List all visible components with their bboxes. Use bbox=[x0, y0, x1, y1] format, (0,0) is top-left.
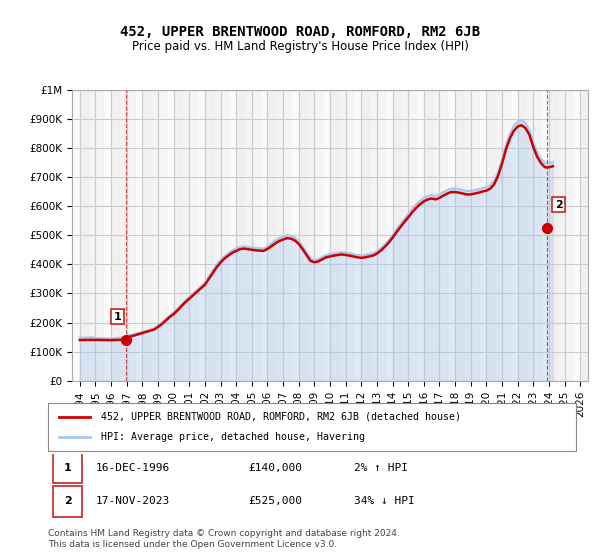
Bar bbox=[127, 90, 142, 381]
Bar bbox=[455, 90, 471, 381]
Text: 2: 2 bbox=[555, 199, 563, 209]
Text: £525,000: £525,000 bbox=[248, 496, 302, 506]
FancyBboxPatch shape bbox=[53, 452, 82, 483]
Bar bbox=[158, 90, 173, 381]
Bar bbox=[330, 90, 338, 381]
Bar bbox=[95, 90, 103, 381]
Text: 2% ↑ HPI: 2% ↑ HPI bbox=[354, 463, 408, 473]
Bar bbox=[502, 90, 510, 381]
Bar bbox=[205, 90, 213, 381]
Bar bbox=[142, 90, 150, 381]
Bar bbox=[111, 90, 119, 381]
Bar bbox=[173, 90, 189, 381]
Bar bbox=[221, 90, 236, 381]
Bar bbox=[549, 90, 565, 381]
Bar bbox=[439, 90, 447, 381]
Bar bbox=[424, 90, 431, 381]
Bar bbox=[314, 90, 322, 381]
FancyBboxPatch shape bbox=[53, 486, 82, 516]
Bar bbox=[346, 90, 353, 381]
Bar bbox=[471, 90, 479, 381]
Bar bbox=[299, 90, 307, 381]
Bar bbox=[205, 90, 221, 381]
Bar bbox=[64, 90, 80, 381]
Text: 2: 2 bbox=[64, 496, 71, 506]
Bar bbox=[299, 90, 314, 381]
Bar bbox=[502, 90, 518, 381]
Bar bbox=[252, 90, 260, 381]
Bar bbox=[377, 90, 385, 381]
Bar bbox=[580, 90, 596, 381]
Bar bbox=[346, 90, 361, 381]
Bar bbox=[549, 90, 557, 381]
Bar bbox=[580, 90, 588, 381]
Bar bbox=[439, 90, 455, 381]
Text: Price paid vs. HM Land Registry's House Price Index (HPI): Price paid vs. HM Land Registry's House … bbox=[131, 40, 469, 53]
Text: £140,000: £140,000 bbox=[248, 463, 302, 473]
Text: 1: 1 bbox=[64, 463, 71, 473]
Bar bbox=[127, 90, 134, 381]
Bar bbox=[221, 90, 229, 381]
Bar bbox=[408, 90, 416, 381]
Bar bbox=[173, 90, 181, 381]
Bar bbox=[95, 90, 111, 381]
Text: 16-DEC-1996: 16-DEC-1996 bbox=[95, 463, 170, 473]
Bar bbox=[142, 90, 158, 381]
Bar bbox=[111, 90, 127, 381]
Bar bbox=[533, 90, 549, 381]
Bar bbox=[158, 90, 166, 381]
Bar bbox=[283, 90, 299, 381]
Bar bbox=[64, 90, 72, 381]
Bar bbox=[471, 90, 487, 381]
Bar bbox=[283, 90, 291, 381]
Bar bbox=[565, 90, 572, 381]
Bar bbox=[236, 90, 244, 381]
Bar bbox=[330, 90, 346, 381]
Bar bbox=[487, 90, 494, 381]
Bar bbox=[189, 90, 197, 381]
Text: 17-NOV-2023: 17-NOV-2023 bbox=[95, 496, 170, 506]
Bar bbox=[80, 90, 88, 381]
Bar bbox=[189, 90, 205, 381]
Bar bbox=[268, 90, 283, 381]
Bar bbox=[455, 90, 463, 381]
Text: 34% ↓ HPI: 34% ↓ HPI bbox=[354, 496, 415, 506]
Bar bbox=[424, 90, 439, 381]
Text: Contains HM Land Registry data © Crown copyright and database right 2024.
This d: Contains HM Land Registry data © Crown c… bbox=[48, 529, 400, 549]
FancyBboxPatch shape bbox=[48, 403, 576, 451]
Bar bbox=[565, 90, 580, 381]
Bar bbox=[252, 90, 268, 381]
Text: 1: 1 bbox=[113, 312, 121, 321]
Bar bbox=[236, 90, 252, 381]
Bar bbox=[361, 90, 377, 381]
Bar bbox=[518, 90, 526, 381]
Text: HPI: Average price, detached house, Havering: HPI: Average price, detached house, Have… bbox=[101, 432, 365, 442]
Bar bbox=[392, 90, 408, 381]
Bar bbox=[408, 90, 424, 381]
Text: 452, UPPER BRENTWOOD ROAD, ROMFORD, RM2 6JB (detached house): 452, UPPER BRENTWOOD ROAD, ROMFORD, RM2 … bbox=[101, 412, 461, 422]
Bar bbox=[487, 90, 502, 381]
Text: 452, UPPER BRENTWOOD ROAD, ROMFORD, RM2 6JB: 452, UPPER BRENTWOOD ROAD, ROMFORD, RM2 … bbox=[120, 25, 480, 39]
Bar bbox=[533, 90, 541, 381]
Bar bbox=[518, 90, 533, 381]
Bar bbox=[314, 90, 330, 381]
Bar bbox=[268, 90, 275, 381]
Bar bbox=[80, 90, 95, 381]
Bar bbox=[361, 90, 369, 381]
Bar bbox=[377, 90, 392, 381]
Bar bbox=[392, 90, 400, 381]
